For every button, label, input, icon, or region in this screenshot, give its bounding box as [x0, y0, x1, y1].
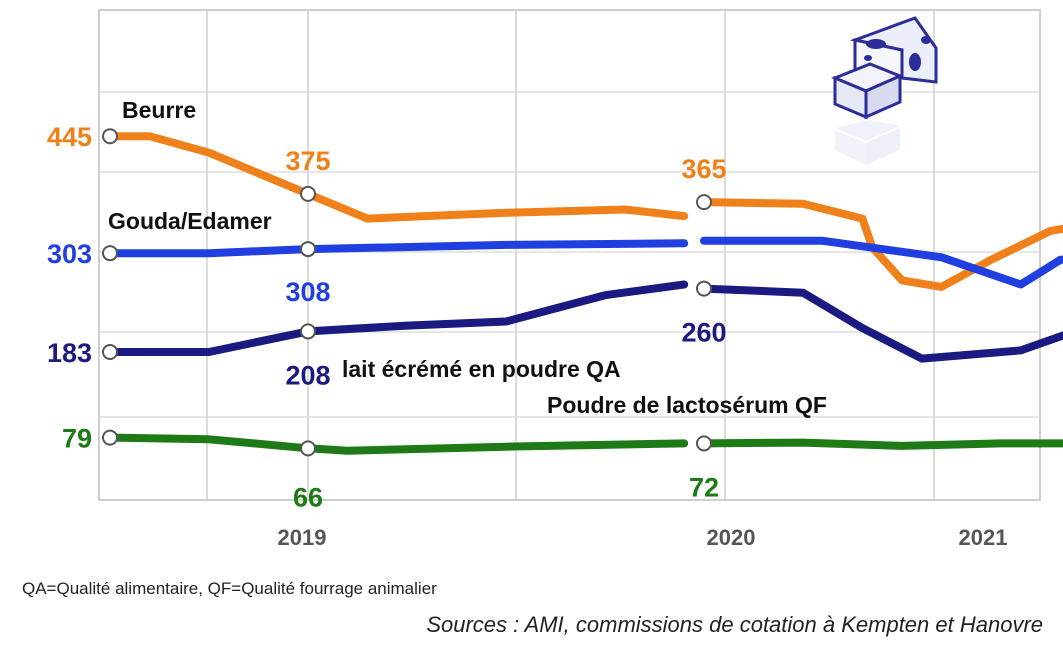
series-line	[106, 132, 689, 223]
series-line	[700, 198, 1063, 291]
series-name-label: Beurre	[122, 97, 196, 123]
data-point-marker	[300, 440, 316, 457]
series-line	[700, 284, 1063, 363]
data-point-marker	[102, 128, 118, 145]
data-point-marker	[696, 435, 712, 452]
price-chart: 445375365340373Beurre303308298313Gouda/E…	[47, 9, 1063, 550]
data-value-label: 66	[293, 482, 323, 512]
plot-frame	[98, 9, 1041, 501]
data-value-label: 183	[47, 338, 92, 368]
source-credit: Sources : AMI, commissions de cotation à…	[426, 612, 1043, 637]
x-tick-label: 2021	[959, 525, 1008, 550]
data-value-label: 208	[285, 360, 330, 390]
data-value-label: 308	[285, 277, 330, 307]
series-line	[106, 433, 689, 455]
x-tick-label: 2019	[278, 525, 327, 550]
series-name-label: Gouda/Edamer	[108, 208, 272, 234]
data-value-label: 445	[47, 122, 92, 152]
cheese-icon	[831, 16, 938, 165]
series-line	[106, 280, 689, 356]
series-name-label: lait écrémé en poudre QA	[342, 356, 621, 382]
data-point-marker	[102, 344, 118, 360]
series-line	[700, 236, 1063, 289]
footnote: QA=Qualité alimentaire, QF=Qualité fourr…	[22, 579, 437, 598]
data-point-marker	[300, 241, 316, 258]
data-point-marker	[102, 429, 118, 446]
data-value-label: 375	[285, 146, 330, 176]
data-value-label: 79	[62, 424, 92, 454]
data-value-label: 365	[681, 154, 726, 184]
data-value-label: 260	[681, 318, 726, 348]
data-value-label: 303	[47, 239, 92, 269]
series-line	[106, 239, 689, 258]
data-point-marker	[300, 323, 316, 340]
data-point-marker	[300, 185, 316, 202]
x-tick-label: 2020	[707, 525, 756, 550]
data-point-marker	[696, 194, 712, 211]
series-name-label: Poudre de lactosérum QF	[547, 392, 827, 418]
data-point-marker	[696, 280, 712, 297]
label-layer: 445375365340373Beurre303308298313Gouda/E…	[47, 97, 827, 512]
series-layer	[106, 132, 1063, 455]
data-value-label: 72	[689, 472, 719, 502]
series-line	[700, 438, 1063, 450]
x-tick-layer: 2019 2020 2021	[278, 525, 1008, 550]
data-point-marker	[102, 245, 118, 262]
